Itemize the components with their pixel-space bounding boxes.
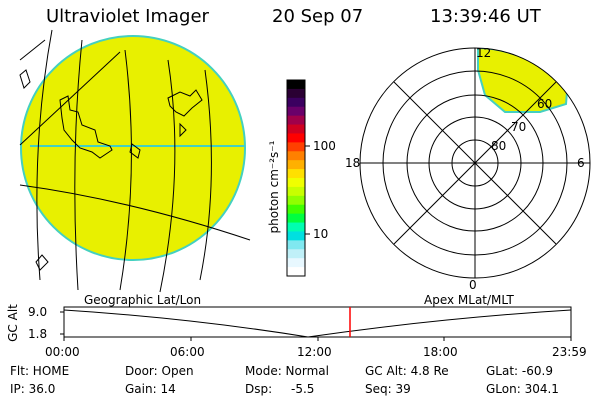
colorbar-cell bbox=[287, 88, 305, 99]
mlt-label-6: 6 bbox=[577, 156, 585, 170]
coastline-island-2 bbox=[129, 143, 141, 159]
coastline-island-1 bbox=[179, 122, 187, 138]
status-dsp-value: -5.5 bbox=[291, 382, 315, 396]
polar-grid bbox=[359, 47, 591, 279]
time-tick-1: 06:00 bbox=[170, 345, 205, 359]
colorbar-cell bbox=[287, 106, 305, 117]
status-door: Door: Open bbox=[125, 364, 194, 378]
colorbar-label-100: 100 bbox=[313, 139, 336, 153]
colorbar-cell bbox=[287, 267, 305, 277]
apex-coords-label: Apex MLat/MLT bbox=[424, 293, 514, 307]
colorbar-cell bbox=[287, 222, 305, 232]
colorbar-frame bbox=[286, 79, 306, 277]
geo-coords-label: Geographic Lat/Lon bbox=[84, 293, 202, 307]
colorbar-cell bbox=[287, 80, 305, 90]
gc-alt-bottom-value: 1.8 bbox=[28, 327, 48, 341]
colorbar-unit-label: photon cm⁻²s⁻¹ bbox=[267, 140, 281, 234]
status-glon: GLon: 304.1 bbox=[486, 382, 559, 396]
parallel-1 bbox=[19, 184, 251, 241]
colorbar bbox=[286, 79, 310, 277]
coastline-east bbox=[167, 89, 203, 117]
coastlines bbox=[19, 69, 203, 271]
colorbar-cell bbox=[287, 186, 305, 197]
status-mode: Mode: Normal bbox=[245, 364, 329, 378]
time-label: 13:39:46 UT bbox=[430, 6, 541, 27]
meridian-2 bbox=[74, 39, 83, 291]
lat-label-60: 60 bbox=[537, 97, 553, 111]
colorbar-cell bbox=[287, 240, 305, 250]
auroral-emission-region bbox=[477, 48, 569, 113]
timeline-frame bbox=[63, 306, 572, 338]
coastline-south bbox=[35, 254, 49, 271]
lat-label-70: 70 bbox=[511, 120, 527, 134]
timeline-ticks bbox=[60, 311, 572, 341]
time-tick-2: 12:00 bbox=[297, 345, 332, 359]
colorbar-cell bbox=[287, 160, 305, 170]
mlt-label-12: 12 bbox=[476, 46, 492, 60]
lat-label-80: 80 bbox=[491, 139, 507, 153]
parallel-2 bbox=[19, 51, 121, 146]
meridian-1 bbox=[36, 29, 53, 281]
status-gain: Gain: 14 bbox=[125, 382, 176, 396]
colorbar-cell bbox=[287, 178, 305, 188]
colorbar-cell bbox=[287, 133, 305, 143]
gc-alt-top-value: 9.0 bbox=[28, 305, 48, 319]
instrument-title: Ultraviolet Imager bbox=[46, 6, 209, 27]
colorbar-label-10: 10 bbox=[313, 227, 329, 241]
colorbar-cell bbox=[287, 151, 305, 161]
colorbar-cells bbox=[287, 80, 305, 277]
mlt-label-0: 0 bbox=[469, 278, 477, 292]
colorbar-cell bbox=[287, 142, 305, 152]
colorbar-cell bbox=[287, 115, 305, 126]
time-tick-4: 23:59 bbox=[552, 345, 587, 359]
status-flight: Flt: HOME bbox=[10, 364, 70, 378]
parallel-3 bbox=[19, 39, 46, 61]
colorbar-cell bbox=[287, 195, 305, 206]
colorbar-cell bbox=[287, 258, 305, 268]
colorbar-cell bbox=[287, 124, 305, 134]
altitude-curve bbox=[63, 309, 572, 338]
coastline-nw bbox=[19, 69, 31, 89]
status-dsp-label: Dsp: bbox=[245, 382, 273, 396]
status-gc-alt: GC Alt: 4.8 Re bbox=[365, 364, 449, 378]
diagonal-2 bbox=[393, 81, 557, 245]
coastline-mainland bbox=[59, 95, 113, 159]
geo-grid bbox=[19, 29, 251, 293]
colorbar-cell bbox=[287, 213, 305, 224]
colorbar-cell bbox=[287, 204, 305, 215]
time-tick-0: 00:00 bbox=[45, 345, 80, 359]
status-seq: Seq: 39 bbox=[365, 382, 411, 396]
polar-plot bbox=[359, 47, 591, 279]
meridian-5 bbox=[199, 69, 212, 281]
mlt-label-18: 18 bbox=[345, 156, 361, 170]
colorbar-cell bbox=[287, 249, 305, 259]
timeline-plot bbox=[60, 306, 572, 341]
meridian-3 bbox=[119, 49, 132, 291]
colorbar-cell bbox=[287, 231, 305, 241]
gc-alt-axis-label: GC Alt bbox=[5, 304, 20, 342]
status-ip: IP: 36.0 bbox=[10, 382, 56, 396]
colorbar-cell bbox=[287, 97, 305, 108]
date-label: 20 Sep 07 bbox=[272, 6, 364, 27]
status-glat: GLat: -60.9 bbox=[486, 364, 553, 378]
colorbar-cell bbox=[287, 169, 305, 179]
time-tick-3: 18:00 bbox=[423, 345, 458, 359]
earth-disk-image bbox=[19, 29, 251, 293]
meridian-4 bbox=[159, 59, 176, 293]
